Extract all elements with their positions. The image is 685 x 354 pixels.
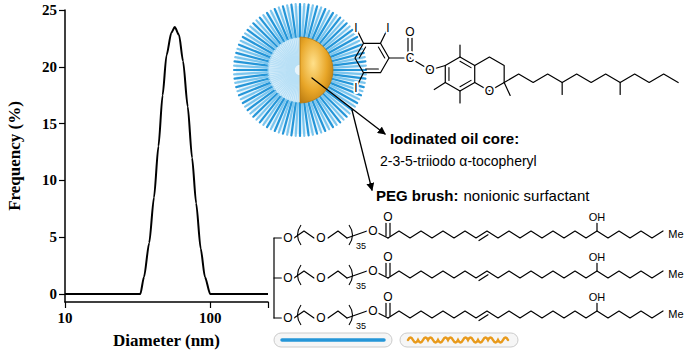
svg-text:5: 5 [50, 229, 58, 245]
svg-text:100: 100 [199, 310, 222, 326]
svg-text:35: 35 [356, 241, 366, 251]
svg-text:O: O [368, 304, 377, 318]
svg-text:Frequency (%): Frequency (%) [5, 101, 24, 211]
svg-text:O: O [316, 231, 325, 245]
svg-text:Me: Me [668, 228, 683, 240]
svg-text:O: O [383, 290, 392, 304]
svg-text:O: O [368, 224, 377, 238]
svg-text:25: 25 [42, 2, 57, 18]
svg-text:O: O [316, 311, 325, 325]
svg-text:O: O [283, 271, 292, 285]
svg-text:OH: OH [589, 211, 606, 223]
svg-text:OH: OH [589, 291, 606, 303]
svg-text:O: O [485, 84, 494, 98]
svg-text:O: O [383, 210, 392, 224]
svg-text:10: 10 [42, 172, 57, 188]
svg-text:10: 10 [58, 310, 73, 326]
svg-text:O: O [283, 311, 292, 325]
svg-text:20: 20 [42, 59, 57, 75]
svg-text:O: O [368, 264, 377, 278]
svg-text:I: I [386, 21, 389, 35]
svg-text:O: O [316, 271, 325, 285]
svg-text:C: C [406, 51, 415, 65]
svg-text:O: O [425, 63, 434, 77]
svg-text:O: O [283, 231, 292, 245]
svg-text:Diameter (nm): Diameter (nm) [113, 331, 220, 350]
svg-text:35: 35 [356, 321, 366, 331]
svg-text:I: I [354, 81, 357, 95]
svg-text:O: O [405, 25, 414, 39]
svg-text:OH: OH [589, 251, 606, 263]
svg-text:PEG brush:nonionic surfactant: PEG brush:nonionic surfactant [376, 187, 590, 204]
svg-text:Me: Me [668, 308, 683, 320]
svg-text:I: I [354, 21, 357, 35]
svg-text:35: 35 [356, 281, 366, 291]
svg-text:Me: Me [668, 268, 683, 280]
svg-text:0: 0 [50, 286, 58, 302]
svg-text:O: O [383, 250, 392, 264]
svg-text:15: 15 [42, 116, 57, 132]
svg-text:2-3-5-triiodo α-tocopheryl: 2-3-5-triiodo α-tocopheryl [380, 153, 537, 169]
svg-text:Iodinated oil core:: Iodinated oil core: [390, 130, 519, 147]
